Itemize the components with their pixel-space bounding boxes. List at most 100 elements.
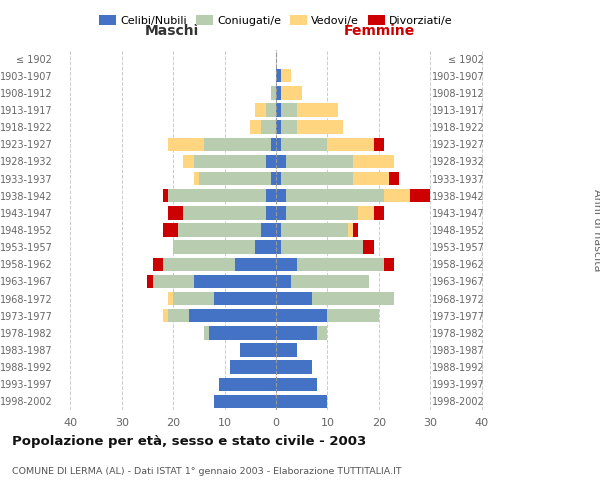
- Bar: [260, 120, 276, 134]
- Bar: [209, 326, 276, 340]
- Bar: [276, 104, 281, 117]
- Bar: [364, 240, 374, 254]
- Bar: [281, 240, 364, 254]
- Bar: [266, 189, 276, 202]
- Bar: [276, 240, 281, 254]
- Bar: [353, 172, 389, 186]
- Bar: [204, 138, 271, 151]
- Bar: [281, 104, 296, 117]
- Bar: [152, 274, 194, 288]
- Bar: [173, 292, 214, 306]
- Bar: [214, 292, 276, 306]
- Bar: [271, 138, 276, 151]
- Bar: [353, 224, 358, 236]
- Bar: [276, 360, 312, 374]
- Bar: [256, 240, 276, 254]
- Bar: [266, 154, 276, 168]
- Bar: [348, 224, 353, 236]
- Bar: [276, 394, 328, 408]
- Bar: [276, 292, 312, 306]
- Bar: [276, 344, 296, 356]
- Bar: [173, 240, 256, 254]
- Text: Popolazione per età, sesso e stato civile - 2003: Popolazione per età, sesso e stato civil…: [12, 435, 366, 448]
- Bar: [168, 309, 188, 322]
- Bar: [168, 292, 173, 306]
- Bar: [276, 326, 317, 340]
- Bar: [384, 189, 410, 202]
- Bar: [281, 86, 302, 100]
- Bar: [358, 206, 374, 220]
- Bar: [296, 258, 384, 271]
- Text: Maschi: Maschi: [145, 24, 199, 38]
- Bar: [276, 309, 328, 322]
- Text: Femmine: Femmine: [344, 24, 415, 38]
- Bar: [281, 224, 348, 236]
- Bar: [353, 154, 394, 168]
- Bar: [194, 154, 266, 168]
- Bar: [286, 154, 353, 168]
- Bar: [276, 274, 292, 288]
- Bar: [271, 86, 276, 100]
- Bar: [384, 258, 394, 271]
- Bar: [317, 326, 328, 340]
- Bar: [276, 86, 281, 100]
- Bar: [168, 189, 266, 202]
- Bar: [188, 309, 276, 322]
- Bar: [292, 274, 368, 288]
- Bar: [271, 172, 276, 186]
- Bar: [266, 206, 276, 220]
- Bar: [296, 104, 338, 117]
- Bar: [276, 69, 281, 82]
- Bar: [260, 224, 276, 236]
- Bar: [184, 206, 266, 220]
- Bar: [266, 104, 276, 117]
- Bar: [199, 172, 271, 186]
- Bar: [168, 206, 184, 220]
- Bar: [276, 378, 317, 391]
- Text: COMUNE DI LERMA (AL) - Dati ISTAT 1° gennaio 2003 - Elaborazione TUTTITALIA.IT: COMUNE DI LERMA (AL) - Dati ISTAT 1° gen…: [12, 468, 401, 476]
- Bar: [163, 224, 178, 236]
- Bar: [250, 120, 260, 134]
- Bar: [256, 104, 266, 117]
- Bar: [204, 326, 209, 340]
- Bar: [312, 292, 394, 306]
- Bar: [230, 360, 276, 374]
- Bar: [240, 344, 276, 356]
- Bar: [214, 394, 276, 408]
- Bar: [163, 309, 168, 322]
- Bar: [276, 154, 286, 168]
- Bar: [281, 120, 296, 134]
- Bar: [286, 189, 384, 202]
- Bar: [276, 258, 296, 271]
- Bar: [374, 206, 384, 220]
- Bar: [296, 120, 343, 134]
- Bar: [163, 258, 235, 271]
- Bar: [194, 172, 199, 186]
- Bar: [148, 274, 152, 288]
- Bar: [163, 189, 168, 202]
- Text: Anni di nascita: Anni di nascita: [592, 188, 600, 271]
- Bar: [276, 138, 281, 151]
- Bar: [281, 172, 353, 186]
- Bar: [328, 138, 374, 151]
- Bar: [152, 258, 163, 271]
- Bar: [328, 309, 379, 322]
- Bar: [389, 172, 400, 186]
- Bar: [281, 69, 292, 82]
- Bar: [178, 224, 260, 236]
- Bar: [286, 206, 358, 220]
- Legend: Celibi/Nubili, Coniugati/e, Vedovi/e, Divorziati/e: Celibi/Nubili, Coniugati/e, Vedovi/e, Di…: [95, 10, 457, 30]
- Bar: [276, 120, 281, 134]
- Bar: [168, 138, 204, 151]
- Bar: [276, 206, 286, 220]
- Bar: [276, 224, 281, 236]
- Bar: [276, 172, 281, 186]
- Bar: [235, 258, 276, 271]
- Bar: [410, 189, 430, 202]
- Bar: [374, 138, 384, 151]
- Bar: [281, 138, 328, 151]
- Bar: [194, 274, 276, 288]
- Bar: [220, 378, 276, 391]
- Bar: [276, 189, 286, 202]
- Bar: [184, 154, 194, 168]
